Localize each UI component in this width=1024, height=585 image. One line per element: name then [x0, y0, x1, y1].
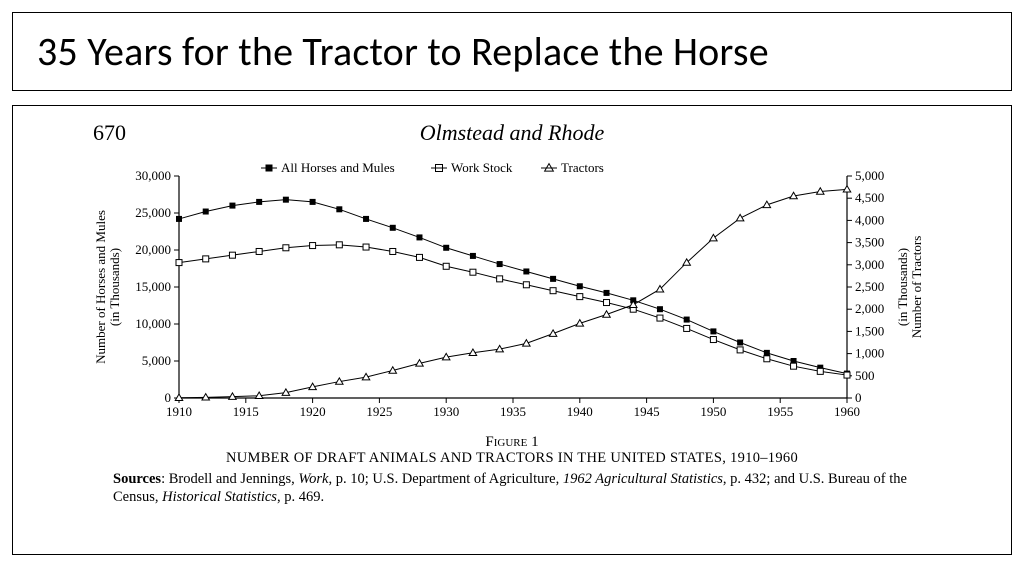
svg-text:0: 0 [165, 390, 172, 405]
chart-plot: 0 5,000 10,000 15,000 20,000 25,000 30,000 0 500… [83, 152, 943, 432]
figure-label: Figure 1 [53, 434, 971, 451]
svg-text:1915: 1915 [233, 404, 259, 419]
svg-text:0: 0 [855, 390, 862, 405]
svg-text:500: 500 [855, 368, 875, 383]
svg-text:5,000: 5,000 [142, 353, 171, 368]
slide-title: 35 Years for the Tractor to Replace the … [37, 27, 987, 76]
svg-text:1960: 1960 [834, 404, 860, 419]
svg-text:1955: 1955 [767, 404, 793, 419]
svg-text:4,000: 4,000 [855, 212, 884, 227]
svg-text:1925: 1925 [366, 404, 392, 419]
svg-text:1910: 1910 [166, 404, 192, 419]
svg-text:(in Thousands): (in Thousands) [895, 248, 910, 326]
svg-text:2,000: 2,000 [855, 301, 884, 316]
svg-text:5,000: 5,000 [855, 168, 884, 183]
svg-text:3,000: 3,000 [855, 257, 884, 272]
svg-text:4,500: 4,500 [855, 190, 884, 205]
svg-text:25,000: 25,000 [135, 205, 171, 220]
svg-text:1940: 1940 [567, 404, 593, 419]
svg-text:1920: 1920 [300, 404, 326, 419]
page-number: 670 [93, 120, 126, 146]
svg-text:1,500: 1,500 [855, 323, 884, 338]
svg-text:15,000: 15,000 [135, 279, 171, 294]
svg-text:1935: 1935 [500, 404, 526, 419]
sources-text: Sources: Brodell and Jennings, Work, p. … [113, 470, 941, 506]
svg-text:30,000: 30,000 [135, 168, 171, 183]
figure-caption: NUMBER OF DRAFT ANIMALS AND TRACTORS IN … [53, 450, 971, 467]
svg-text:2,500: 2,500 [855, 279, 884, 294]
svg-text:3,500: 3,500 [855, 235, 884, 250]
svg-text:1945: 1945 [634, 404, 660, 419]
svg-text:All Horses and Mules: All Horses and Mules [281, 160, 395, 175]
svg-text:20,000: 20,000 [135, 242, 171, 257]
svg-text:Work Stock: Work Stock [451, 160, 513, 175]
paper-title: Olmstead and Rhode [420, 120, 605, 146]
svg-text:(in Thousands): (in Thousands) [107, 248, 122, 326]
svg-text:1,000: 1,000 [855, 346, 884, 361]
svg-text:1930: 1930 [433, 404, 459, 419]
svg-text:Tractors: Tractors [561, 160, 604, 175]
chart-container: 670 Olmstead and Rhode 0 5,000 10,000 15,00… [12, 105, 1012, 555]
svg-text:1950: 1950 [700, 404, 726, 419]
slide-title-box: 35 Years for the Tractor to Replace the … [12, 12, 1012, 91]
svg-text:Number of Horses and Mules: Number of Horses and Mules [93, 210, 108, 364]
sources-label: Sources [113, 471, 161, 487]
chart-svg: 0 5,000 10,000 15,000 20,000 25,000 30,000 0 500… [83, 152, 943, 432]
paper-header: 670 Olmstead and Rhode [53, 120, 971, 146]
svg-text:10,000: 10,000 [135, 316, 171, 331]
svg-text:Number of Tractors: Number of Tractors [909, 236, 924, 339]
